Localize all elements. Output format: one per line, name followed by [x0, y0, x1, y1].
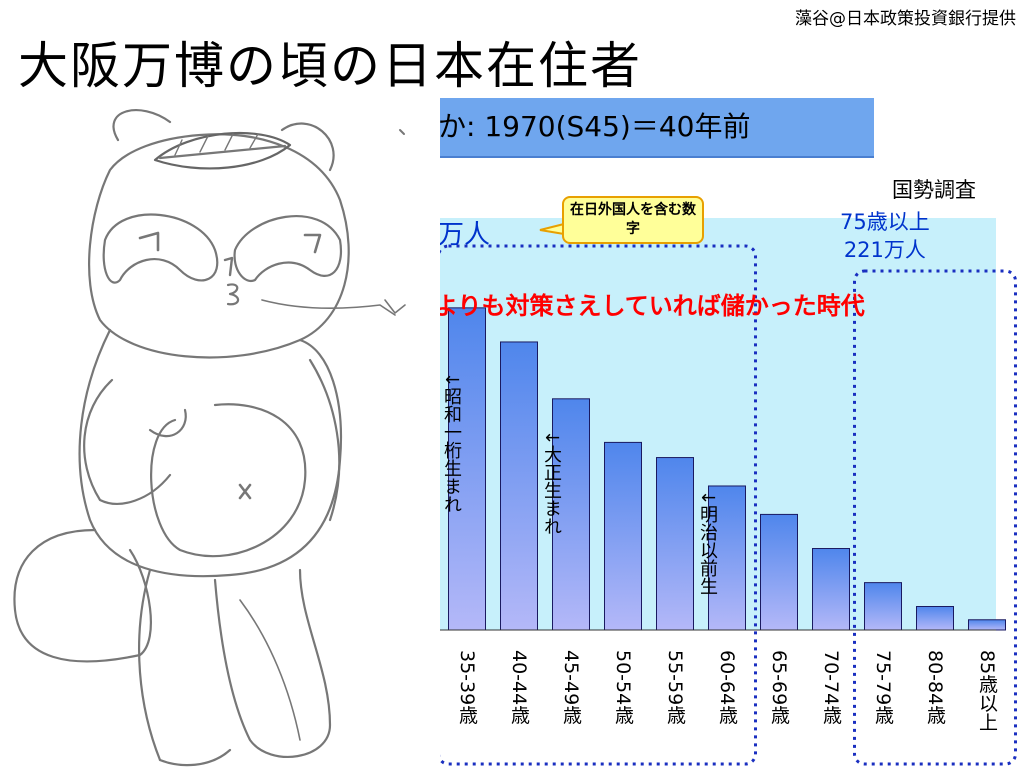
- profit-era-text: よりも対策さえしていれば儲かった時代: [440, 292, 865, 320]
- highlight-box-working-age: [440, 244, 757, 766]
- age-75-plus-line2: 221万人: [843, 238, 926, 262]
- chart-header-text: か: 1970(S45)＝40年前: [440, 110, 751, 143]
- tick-label-35-39歳: 35-39歳: [456, 650, 478, 725]
- foreign-residents-callout: 在日外国人を含む数字: [562, 196, 704, 244]
- bar-50-54歳: [604, 441, 642, 631]
- slide-title: 大阪万博の頃の日本在住者: [18, 37, 642, 95]
- annotation-meiji: ↓明治以前生: [697, 490, 718, 596]
- tick-label-50-54歳: 50-54歳: [612, 650, 634, 725]
- credit-text: 藻谷@日本政策投資銀行提供: [795, 9, 1016, 29]
- source-label: 国勢調査: [892, 178, 976, 202]
- tick-label-85歳以上: 85歳以上: [976, 650, 998, 732]
- tick-label-65-69歳: 65-69歳: [768, 650, 790, 725]
- raccoon-mascot-drawing: [13, 109, 406, 767]
- bar-85歳以上: [968, 619, 1006, 631]
- tick-label-80-84歳: 80-84歳: [924, 650, 946, 725]
- population-bar-chart: [440, 218, 1017, 766]
- tick-label-75-79歳: 75-79歳: [872, 650, 894, 725]
- age-75-plus-label: 75歳以上 221万人: [840, 208, 930, 264]
- chart-header-bar: か: 1970(S45)＝40年前: [440, 98, 874, 158]
- bar-70-74歳: [812, 548, 850, 631]
- highlight-box-75-plus: [853, 269, 1017, 766]
- tick-label-45-49歳: 45-49歳: [560, 650, 582, 725]
- bar-55-59歳: [656, 457, 694, 631]
- age-75-plus-line1: 75歳以上: [840, 210, 930, 234]
- bar-35-39歳: [448, 307, 486, 631]
- callout-pointer: [539, 223, 565, 235]
- annotation-taisho: ↓大正生まれ: [541, 430, 562, 536]
- bar-75-79歳: [864, 582, 902, 631]
- population-chart-panel: か: 1970(S45)＝40年前 国勢調査 万人 在日外国人を含む数字 75歳…: [440, 96, 1024, 768]
- tick-label-70-74歳: 70-74歳: [820, 650, 842, 725]
- tick-label-40-44歳: 40-44歳: [508, 650, 530, 725]
- tick-label-60-64歳: 60-64歳: [716, 650, 738, 725]
- bar-45-49歳: [552, 398, 590, 631]
- bar-80-84歳: [916, 606, 954, 631]
- annotation-showa: ↓昭和一桁生まれ: [441, 372, 462, 514]
- partial-count-label: 万人: [440, 220, 491, 250]
- bar-65-69歳: [760, 513, 798, 631]
- bar-40-44歳: [500, 341, 538, 631]
- tick-label-55-59歳: 55-59歳: [664, 650, 686, 725]
